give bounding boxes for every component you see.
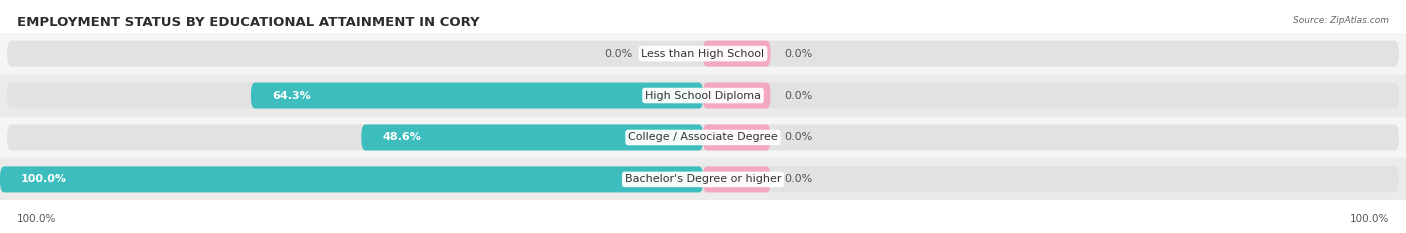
Text: Bachelor's Degree or higher: Bachelor's Degree or higher — [624, 175, 782, 184]
FancyBboxPatch shape — [361, 124, 703, 151]
Bar — [0, 158, 1406, 200]
FancyBboxPatch shape — [7, 166, 1399, 192]
FancyBboxPatch shape — [0, 166, 703, 192]
FancyBboxPatch shape — [252, 82, 703, 109]
FancyBboxPatch shape — [703, 41, 770, 67]
Text: Less than High School: Less than High School — [641, 49, 765, 58]
Text: 100.0%: 100.0% — [17, 214, 56, 224]
Text: College / Associate Degree: College / Associate Degree — [628, 133, 778, 142]
FancyBboxPatch shape — [7, 124, 1399, 151]
Text: 100.0%: 100.0% — [21, 175, 67, 184]
Bar — [0, 75, 1406, 116]
Text: EMPLOYMENT STATUS BY EDUCATIONAL ATTAINMENT IN CORY: EMPLOYMENT STATUS BY EDUCATIONAL ATTAINM… — [17, 16, 479, 29]
Text: 64.3%: 64.3% — [273, 91, 311, 100]
Text: 0.0%: 0.0% — [785, 133, 813, 142]
Text: High School Diploma: High School Diploma — [645, 91, 761, 100]
Text: 100.0%: 100.0% — [1350, 214, 1389, 224]
Text: 0.0%: 0.0% — [785, 175, 813, 184]
FancyBboxPatch shape — [7, 41, 1399, 67]
Text: 0.0%: 0.0% — [785, 49, 813, 58]
FancyBboxPatch shape — [703, 124, 770, 151]
Text: 0.0%: 0.0% — [605, 49, 633, 58]
FancyBboxPatch shape — [703, 166, 770, 192]
Text: 48.6%: 48.6% — [382, 133, 422, 142]
FancyBboxPatch shape — [7, 82, 1399, 109]
Text: Source: ZipAtlas.com: Source: ZipAtlas.com — [1294, 16, 1389, 25]
Bar — [0, 116, 1406, 158]
Bar — [0, 33, 1406, 75]
FancyBboxPatch shape — [703, 82, 770, 109]
Text: 0.0%: 0.0% — [785, 91, 813, 100]
Legend: In Labor Force, Unemployed: In Labor Force, Unemployed — [598, 229, 808, 233]
